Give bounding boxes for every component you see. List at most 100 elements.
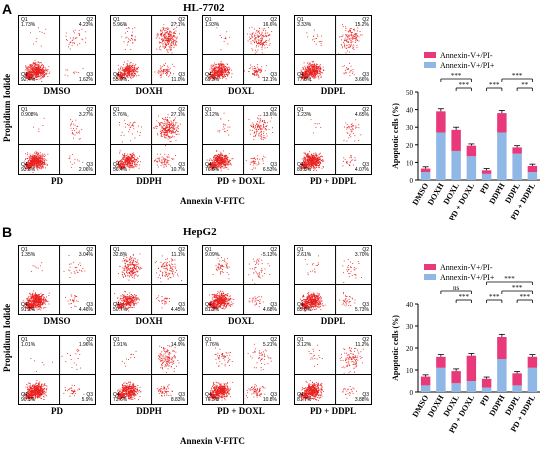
bar-segment: [497, 132, 507, 180]
bar-segment: [497, 113, 507, 133]
bar-segment: [481, 170, 492, 174]
bar-segment: [420, 376, 431, 386]
scatter-dots: [203, 106, 279, 174]
significance-label: ***: [512, 284, 523, 292]
significance-label: **: [521, 81, 529, 89]
panel-b-title: HepG2: [183, 226, 217, 238]
quadrant-q3-label: Q3 4.46%: [78, 302, 93, 313]
quadrant-q1-label: Q1 5.76%: [113, 107, 128, 118]
y-tick-label: 20: [406, 345, 414, 353]
flow-plot-panelB-1: Q1 32.8% Q2 11.1% Q3 4.45% Q4 50.7%: [110, 245, 188, 315]
bar-segment: [481, 378, 492, 388]
quadrant-q3-label: Q3 11.0%: [171, 72, 185, 83]
flow-plot-panelB-3: Q1 2.61% Q2 3.70% Q3 5.73% Q4 85.8%: [294, 245, 372, 315]
scatter-dots: [111, 246, 187, 314]
legend-swatch: [424, 52, 436, 58]
quadrant-q3-label: Q3 10.7%: [170, 162, 185, 173]
quadrant-q3-label: Q3 3.88%: [354, 392, 369, 403]
flow-plot-panelA-6: Q1 3.12% Q2 13.6% Q3 6.53% Q4 76.8%: [202, 105, 280, 175]
quadrant-q1-label: Q1 3.12%: [297, 337, 312, 348]
flow-plot-panelB-0: Q1 1.35% Q2 3.04% Q3 4.46% Q4 91.2%: [18, 245, 96, 315]
panel-a-title: HL-7702: [183, 2, 225, 14]
panel-b-xlabel: Annexin V-FITC: [180, 436, 245, 446]
scatter-dots: [19, 336, 95, 404]
legend-label: Annexin-V+/PI-: [440, 263, 493, 272]
flow-plot-panelA-4: Q1 0.908% Q2 3.27% Q3 2.06% Q4 93.8%: [18, 105, 96, 175]
y-tick-label: 0: [410, 177, 414, 185]
quadrant-q3-label: Q3 5.73%: [354, 302, 369, 313]
y-tick-label: 30: [406, 323, 414, 331]
scatter-dots: [295, 106, 371, 174]
bar-segment: [420, 172, 431, 180]
panel-a-letter: A: [2, 1, 13, 17]
flow-plot-panelA-2: Q1 1.93% Q2 16.6% Q3 12.1% Q4 69.3%: [202, 15, 280, 85]
quadrant-q1-label: Q1 7.76%: [205, 337, 220, 348]
bar-segment: [497, 359, 507, 392]
scatter-dots: [19, 106, 95, 174]
sample-name: DOXL: [227, 86, 254, 96]
significance-label: ***: [520, 293, 531, 301]
bar-segment: [451, 129, 461, 151]
bar-segment: [512, 385, 522, 392]
bar-segment: [466, 355, 477, 381]
quadrant-q2-label: Q2 3.70%: [354, 247, 369, 258]
sample-name: PD + DDPL: [309, 406, 357, 416]
bar-segment: [527, 367, 538, 392]
bar-segment: [481, 173, 492, 180]
quadrant-q2-label: Q2 27.1%: [170, 107, 185, 118]
y-tick-label: 40: [406, 301, 414, 309]
panel-b-letter: B: [2, 224, 13, 240]
quadrant-q1-label: Q1 1.01%: [21, 337, 36, 348]
bar-segment: [451, 150, 461, 180]
panel-a-ylabel: Propidium Iodide: [2, 73, 12, 142]
y-tick-label: 40: [406, 107, 414, 115]
bar-segment: [451, 371, 461, 384]
y-axis-label: Apoptotic cells (%): [391, 103, 400, 169]
quadrant-q2-label: Q2 5.13%: [262, 247, 277, 258]
sample-name: DOXH: [135, 86, 163, 96]
quadrant-q3-label: Q3 12.1%: [262, 72, 277, 83]
sample-name: DDPH: [136, 406, 162, 416]
legend-label: Annexin-V+/PI+: [440, 61, 495, 70]
quadrant-q3-label: Q3 4.45%: [170, 302, 185, 313]
quadrant-q1-label: Q1 1.73%: [21, 17, 36, 28]
quadrant-q2-label: Q2 13.6%: [262, 107, 277, 118]
y-tick-label: 10: [406, 367, 414, 375]
bar-segment: [436, 367, 446, 392]
quadrant-q1-label: Q1 3.33%: [297, 17, 312, 28]
bar-segment: [466, 381, 477, 392]
quadrant-q2-label: Q2 11.2%: [355, 337, 369, 348]
bar-segment: [527, 165, 538, 173]
bar-segment: [497, 337, 507, 359]
scatter-dots: [19, 16, 95, 84]
quadrant-q2-label: Q2 3.04%: [78, 247, 93, 258]
flow-plot-panelA-0: Q1 1.73% Q2 4.23% Q3 1.62% Q4 92.4%: [18, 15, 96, 85]
quadrant-q1-label: Q1 3.12%: [205, 107, 220, 118]
sample-name: DMSO: [43, 316, 71, 326]
scatter-dots: [111, 106, 187, 174]
quadrant-q3-label: Q3 3.66%: [354, 72, 369, 83]
quadrant-q4-label: Q4 81.7%: [297, 392, 312, 403]
scatter-dots: [295, 246, 371, 314]
quadrant-q4-label: Q4 81.2%: [205, 302, 220, 313]
flow-plot-panelB-2: Q1 9.09% Q2 5.13% Q3 4.68% Q4 81.2%: [202, 245, 280, 315]
quadrant-q4-label: Q4 91.2%: [21, 302, 36, 313]
quadrant-q1-label: Q1 9.09%: [205, 247, 220, 258]
quadrant-q3-label: Q3 6.53%: [262, 162, 277, 173]
panel-a-bar-chart: Annexin-V+/PI-Annexin-V+/PI+ 0 10 20 30 40 50 A…: [391, 51, 540, 220]
quadrant-q3-label: Q3 4.07%: [354, 162, 369, 173]
bar-segment: [527, 356, 538, 368]
quadrant-q4-label: Q4 55.9%: [113, 72, 128, 83]
bar-segment: [527, 172, 538, 180]
bar-segment: [420, 168, 431, 173]
quadrant-q2-label: Q2 3.27%: [78, 107, 93, 118]
quadrant-q4-label: Q4 93.8%: [21, 162, 36, 173]
legend-swatch: [424, 62, 436, 68]
significance-label: ***: [459, 293, 470, 301]
significance-label: ns: [453, 284, 460, 292]
significance-label: ***: [451, 72, 462, 80]
quadrant-q1-label: Q1 0.908%: [21, 107, 38, 118]
legend-swatch: [424, 274, 436, 280]
bar-segment: [466, 145, 477, 157]
bar-segment: [512, 153, 522, 180]
